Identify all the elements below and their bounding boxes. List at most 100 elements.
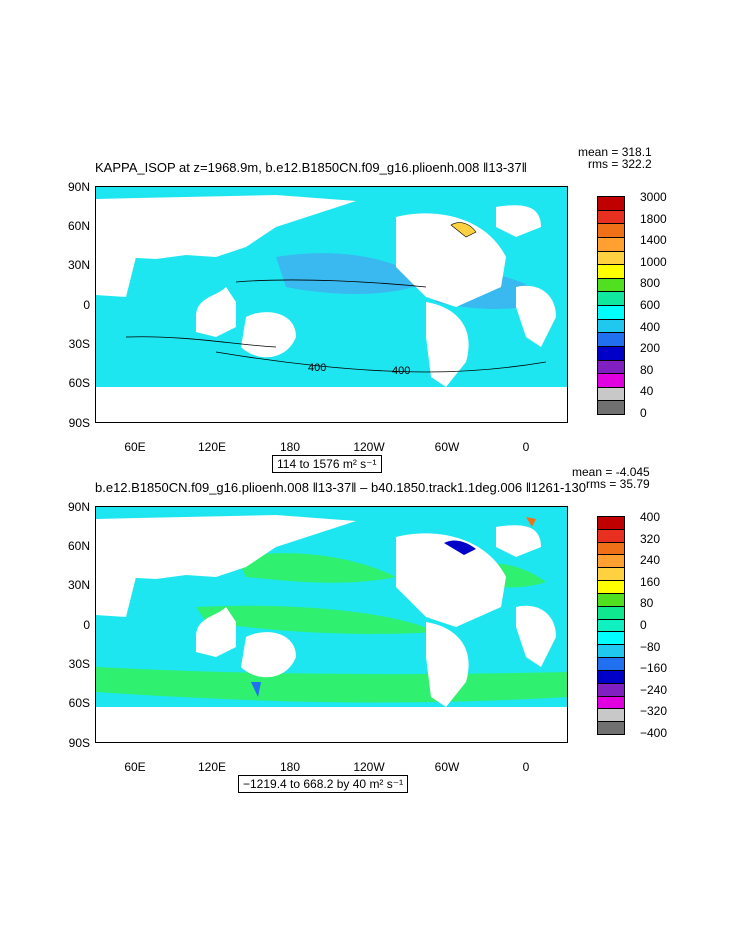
land-greenland [496, 205, 541, 237]
colorbar-swatch [597, 567, 625, 582]
lat-label: 60N [67, 539, 90, 553]
colorbar-label: 600 [640, 298, 661, 312]
colorbar-swatch [597, 605, 625, 620]
land-africa [96, 253, 136, 297]
colorbar-label: 400 [640, 320, 661, 334]
land-south-america [426, 302, 469, 387]
lon-label: 120W [353, 440, 385, 454]
colorbar-swatch [597, 528, 625, 543]
lon-label: 0 [522, 760, 530, 774]
lat-label: 30S [68, 657, 90, 671]
colorbar-label: 3000 [640, 190, 667, 204]
lat-label: 90S [68, 736, 90, 750]
colorbar-swatch [597, 386, 625, 402]
contour-line [215, 351, 547, 373]
colorbar-label: −400 [640, 726, 668, 740]
lon-label: 120W [353, 760, 385, 774]
lat-label: 30N [67, 578, 90, 592]
lon-label: 180 [279, 440, 301, 454]
land-greenland [496, 525, 541, 557]
colorbar-swatch [597, 223, 625, 238]
contour-label: 400 [392, 365, 410, 377]
map-plot-area: 400 400 [95, 186, 568, 423]
lon-label: 60W [434, 440, 460, 454]
colorbar-label: −160 [640, 661, 668, 675]
colorbar-swatch [597, 277, 625, 293]
lat-label: 60S [68, 696, 90, 710]
difference-field-map [96, 507, 567, 742]
colorbar-label: 40 [640, 384, 654, 398]
colorbar-label: 800 [640, 276, 661, 290]
colorbar-swatch [597, 708, 625, 723]
panel-title: b.e12.B1850CN.f09_g16.plioenh.008 ‖13-37… [95, 480, 586, 495]
colorbar-swatch [597, 400, 625, 415]
colorbar-swatch [597, 541, 625, 556]
colorbar-swatch [597, 318, 625, 334]
mean-stat: mean = -4.045 [572, 465, 650, 479]
range-label: 114 to 1576 m² s⁻¹ [272, 455, 382, 473]
colorbar-swatch [597, 236, 625, 252]
anomaly-band [236, 553, 396, 583]
colorbar-swatch [597, 592, 625, 607]
lat-label: 90S [68, 416, 90, 430]
ocean-shade [96, 187, 567, 199]
colorbar-label: 0 [640, 406, 647, 420]
stats-block: mean = -4.045 rms = 35.79 [572, 466, 650, 490]
lat-label: 90N [67, 500, 90, 514]
lon-label: 60W [434, 760, 460, 774]
colorbar-label: 160 [640, 575, 661, 589]
rms-stat: rms = 322.2 [588, 157, 652, 171]
map-panel-difference: b.e12.B1850CN.f09_g16.plioenh.008 ‖13-37… [0, 466, 733, 800]
mean-stat: mean = 318.1 [578, 145, 652, 159]
anomaly-hotspot [526, 517, 536, 527]
land-maritime [196, 607, 236, 657]
land-eurasia [96, 515, 356, 579]
colorbar-swatch [597, 305, 625, 320]
colorbar-label: 1000 [640, 255, 667, 269]
land-australia [241, 632, 296, 678]
colorbar-swatch [597, 682, 625, 697]
colorbar-label: −80 [640, 640, 661, 654]
colorbar-label: 80 [640, 363, 654, 377]
land-antarctica [96, 387, 567, 422]
colorbar-swatch [597, 291, 625, 306]
colorbar-swatch [597, 669, 625, 684]
colorbar-swatch [597, 516, 625, 530]
contour-label: 400 [308, 362, 326, 374]
colorbar-label: 200 [640, 341, 661, 355]
rms-stat: rms = 35.79 [586, 477, 650, 491]
colorbar-swatch [597, 332, 625, 347]
land-africa [96, 573, 136, 617]
map-plot-area [95, 506, 568, 743]
colorbar-swatch [597, 264, 625, 279]
colorbar-label: 320 [640, 532, 661, 546]
colorbar-label: 240 [640, 553, 661, 567]
lat-label: 60S [68, 376, 90, 390]
colorbar [597, 516, 625, 735]
land-north-america [396, 533, 506, 627]
lat-label: 0 [83, 618, 90, 632]
map-panel-kappa-isop: KAPPA_ISOP at z=1968.9m, b.e12.B1850CN.f… [0, 146, 733, 480]
colorbar-label: 1800 [640, 212, 667, 226]
anomaly-hotspot [251, 682, 261, 697]
colorbar-swatch [597, 695, 625, 710]
colorbar-swatch [597, 580, 625, 594]
colorbar-label: 80 [640, 596, 654, 610]
lon-label: 180 [279, 760, 301, 774]
colorbar-swatch [597, 631, 625, 646]
lat-label: 60N [67, 219, 90, 233]
lon-label: 60E [124, 760, 146, 774]
colorbar-label: 1400 [640, 233, 667, 247]
colorbar-swatch [597, 657, 625, 671]
colorbar-swatch [597, 196, 625, 211]
lon-label: 120E [197, 760, 227, 774]
land-south-america [426, 622, 469, 707]
anomaly-band [196, 605, 436, 634]
colorbar-label: −240 [640, 683, 668, 697]
land-africa-east [516, 605, 556, 667]
colorbar-swatch [597, 644, 625, 659]
lat-label: 90N [67, 180, 90, 194]
colorbar-swatch [597, 373, 625, 388]
anomaly-hotspot [444, 540, 476, 555]
colorbar-swatch [597, 250, 625, 266]
